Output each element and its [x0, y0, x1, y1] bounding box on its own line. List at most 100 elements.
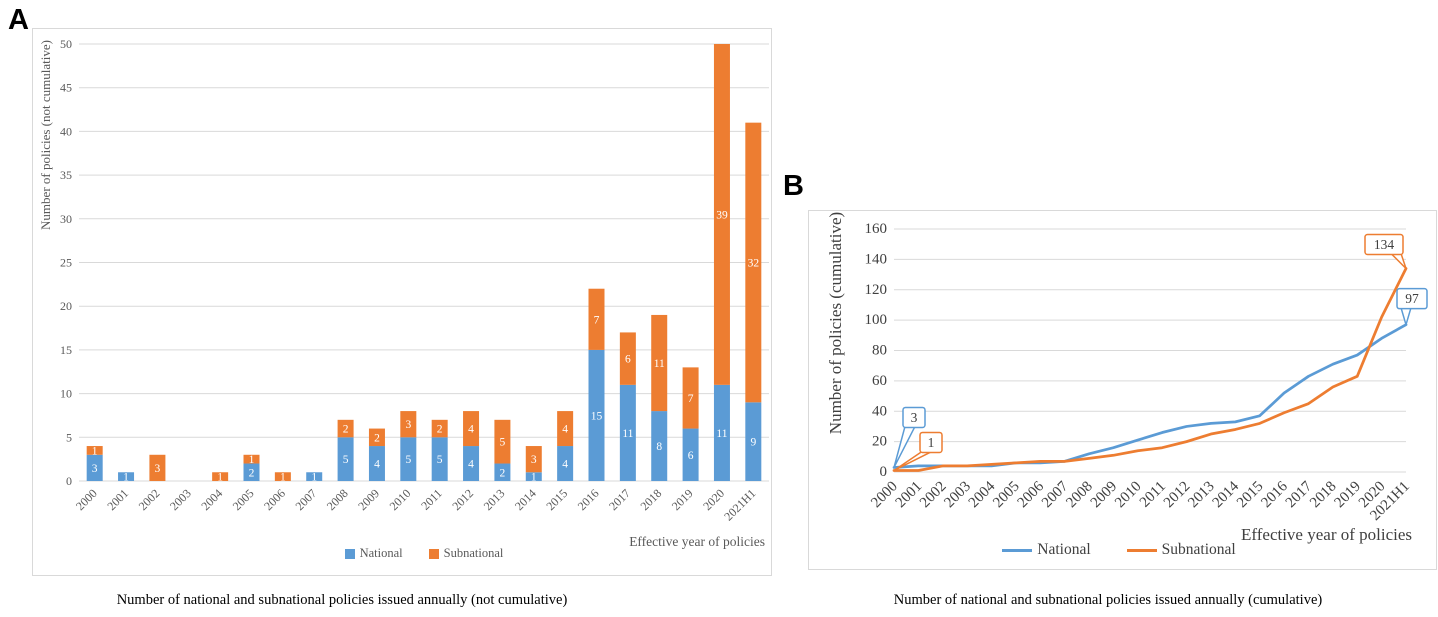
callout-97: 97: [1396, 287, 1428, 326]
svg-text:2015: 2015: [543, 486, 570, 513]
bar-segment-national-2015: [557, 446, 574, 481]
svg-text:2014: 2014: [512, 486, 539, 513]
bar-segment-national-2014: [525, 472, 542, 481]
svg-text:2005: 2005: [990, 479, 1023, 512]
svg-text:1: 1: [123, 472, 129, 484]
svg-text:2008: 2008: [324, 486, 351, 513]
svg-text:15: 15: [591, 410, 603, 422]
svg-text:1: 1: [249, 454, 255, 466]
svg-text:134: 134: [1374, 237, 1395, 252]
svg-text:2013: 2013: [1185, 479, 1218, 512]
svg-text:2: 2: [374, 432, 380, 444]
svg-text:40: 40: [872, 403, 887, 419]
legend-subnational-label: Subnational: [443, 546, 504, 560]
svg-text:20: 20: [60, 299, 72, 313]
svg-text:2011: 2011: [418, 486, 445, 513]
bar-segment-national-2012: [463, 446, 480, 481]
svg-text:2009: 2009: [355, 486, 382, 513]
line-national: [892, 323, 1408, 469]
chart-b-legend: National Subnational: [809, 541, 1429, 559]
panel-a-label: A: [8, 4, 29, 36]
svg-text:45: 45: [60, 81, 72, 95]
callout-1: 1: [893, 431, 943, 472]
bar-segment-national-2013: [494, 463, 511, 481]
svg-text:2011: 2011: [1137, 479, 1169, 511]
svg-text:1: 1: [280, 472, 286, 484]
legend-national-label: National: [359, 546, 403, 560]
svg-text:4: 4: [374, 459, 380, 471]
legend-item-subnational: Subnational: [1126, 541, 1236, 559]
chart-b-x-axis-title: Effective year of policies: [1241, 525, 1413, 544]
svg-text:5: 5: [405, 454, 411, 466]
svg-text:4: 4: [468, 459, 474, 471]
chart-b-box: 0 20 40 60 80 100 120 140 160 2000 2001 2002 2003 200…: [808, 210, 1437, 570]
svg-text:2: 2: [500, 467, 506, 479]
svg-text:3: 3: [911, 410, 918, 425]
gridlines: [894, 228, 1406, 473]
svg-text:7: 7: [688, 393, 694, 405]
svg-text:1: 1: [311, 472, 317, 484]
svg-text:2020: 2020: [700, 486, 727, 513]
callout-134: 134: [1364, 233, 1407, 270]
bar-segment-subnational-2006: [274, 472, 291, 481]
callout-3: 3: [893, 406, 926, 469]
svg-text:6: 6: [688, 450, 694, 462]
bar-segment-subnational-2011: [431, 419, 448, 438]
svg-text:5: 5: [66, 430, 72, 444]
svg-text:0: 0: [66, 474, 72, 488]
svg-text:2017: 2017: [1283, 478, 1316, 511]
bar-series: [86, 44, 762, 481]
y-tick-labels: 0 20 40 60 80 100 120 140 160: [865, 221, 888, 480]
svg-text:2012: 2012: [1161, 479, 1194, 512]
svg-text:2003: 2003: [941, 479, 974, 512]
y-tick-labels: 0 5 10 15 20 25 30 35 40 45 50: [60, 37, 72, 488]
bar-segment-subnational-2005: [243, 454, 260, 464]
bar-segment-national-2011: [431, 437, 448, 481]
bar-segment-national-2005: [243, 463, 260, 481]
svg-text:6: 6: [625, 354, 631, 366]
svg-text:2009: 2009: [1088, 479, 1121, 512]
legend-item-national: National: [344, 546, 403, 561]
panel-b-label: B: [783, 170, 804, 202]
svg-text:2016: 2016: [1258, 478, 1291, 511]
svg-text:30: 30: [60, 212, 72, 226]
bar-segment-national-2007: [306, 472, 323, 481]
bar-segment-subnational-2019: [682, 367, 699, 429]
svg-text:35: 35: [60, 168, 72, 182]
svg-text:2004: 2004: [198, 486, 225, 513]
legend-national-label: National: [1037, 541, 1091, 558]
svg-text:60: 60: [872, 373, 887, 389]
svg-text:8: 8: [656, 441, 662, 453]
svg-text:2002: 2002: [917, 479, 950, 512]
svg-text:3: 3: [531, 454, 537, 466]
svg-text:50: 50: [60, 37, 72, 51]
svg-text:2010: 2010: [387, 486, 414, 513]
svg-text:11: 11: [654, 358, 665, 370]
chart-b-caption: Number of national and subnational polic…: [893, 592, 1323, 608]
svg-text:40: 40: [60, 124, 72, 138]
chart-a-box: 0 5 10 15 20 25 30 35 40 45 50 3 1 1 3 1 2 1 1 1 5 2 4 2 5 3 5 2 4 4 2…: [32, 28, 772, 576]
bar-segment-national-2018: [651, 411, 668, 481]
national-line-swatch-icon: [1002, 548, 1033, 552]
bar-segment-subnational-2010: [400, 411, 417, 438]
bar-segment-subnational-2016: [588, 288, 605, 350]
subnational-line-swatch-icon: [1126, 548, 1157, 552]
svg-text:2012: 2012: [449, 486, 476, 513]
bar-segment-national-2016: [588, 349, 605, 481]
bar-segment-national-2010: [400, 437, 417, 481]
chart-a-legend: National Subnational: [79, 546, 769, 561]
svg-text:4: 4: [562, 459, 568, 471]
bar-segment-national-2021H1: [745, 402, 762, 481]
svg-text:3: 3: [155, 463, 161, 475]
svg-text:5: 5: [343, 454, 349, 466]
bar-segment-national-2001: [118, 472, 135, 481]
svg-text:97: 97: [1405, 291, 1419, 306]
svg-text:80: 80: [872, 343, 887, 359]
bar-segment-subnational-2000: [86, 446, 103, 455]
bar-segment-subnational-2012: [463, 411, 480, 447]
chart-b-svg: 0204060801001201401602000200120022003200…: [865, 221, 1428, 524]
svg-text:7: 7: [594, 314, 600, 326]
bar-segment-subnational-2017: [619, 332, 636, 385]
